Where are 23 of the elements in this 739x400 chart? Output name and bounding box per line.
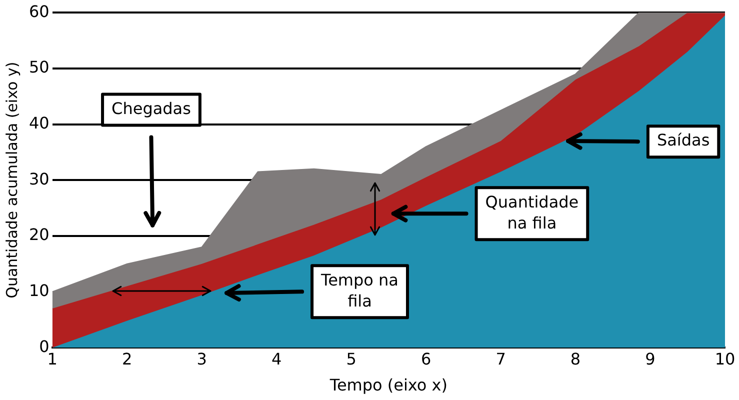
- x-tick-label: 10: [714, 349, 736, 368]
- y-tick-label: 20: [29, 225, 50, 244]
- y-axis-title: Quantidade acumulada (eixo y): [2, 62, 21, 298]
- y-tick-label: 50: [29, 58, 50, 77]
- x-tick-label: 4: [271, 349, 282, 368]
- y-tick-label: 40: [29, 113, 50, 132]
- x-tick-label: 7: [496, 349, 506, 368]
- x-tick-label: 6: [420, 349, 432, 368]
- annotation: Chegadas: [112, 98, 191, 118]
- annotation: Saídas: [656, 130, 710, 150]
- x-tick-label: 9: [645, 349, 656, 368]
- annotation: Tempo na fila: [320, 270, 398, 310]
- x-tick-label: 5: [346, 349, 356, 368]
- y-tick-label: 30: [29, 169, 50, 188]
- annotation: Quantidade na fila: [485, 192, 579, 232]
- x-tick-label: 1: [47, 349, 58, 368]
- x-tick-label: 3: [196, 349, 207, 368]
- x-tick-label: 2: [122, 349, 132, 368]
- y-tick-label: 60: [29, 2, 50, 21]
- y-tick-label: 10: [29, 280, 50, 300]
- x-axis-title: Tempo (eixo x): [328, 376, 448, 395]
- x-tick-label: 8: [570, 349, 581, 368]
- y-tick-label: 0: [39, 336, 50, 356]
